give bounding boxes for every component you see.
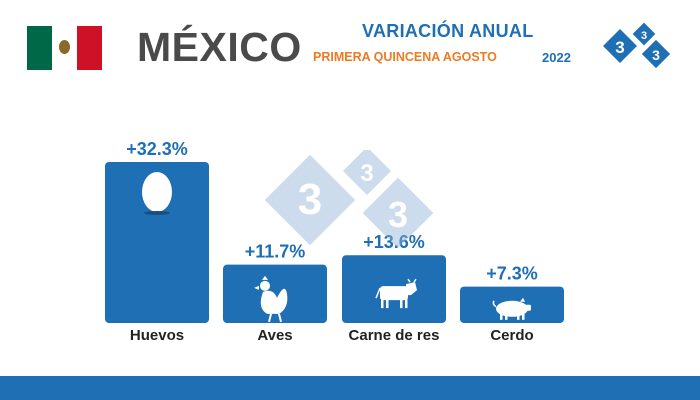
value-label: +7.3% bbox=[486, 264, 538, 284]
svg-text:3: 3 bbox=[360, 160, 373, 187]
pig-icon bbox=[492, 297, 531, 320]
value-label: +11.7% bbox=[245, 242, 306, 262]
brand-logo-icon: 3 3 3 bbox=[603, 22, 671, 69]
category-label: Carne de res bbox=[349, 327, 440, 344]
category-label: Cerdo bbox=[490, 327, 533, 344]
svg-text:3: 3 bbox=[652, 47, 660, 63]
chart-year: 2022 bbox=[542, 50, 571, 65]
watermark-logo-icon: 3 3 3 bbox=[264, 150, 434, 249]
value-label: +13.6% bbox=[363, 232, 425, 252]
footer-band bbox=[0, 376, 700, 400]
logo-diamond-right: 3 bbox=[641, 39, 671, 69]
chart-subtitle: PRIMERA QUINCENA AGOSTO bbox=[313, 50, 497, 64]
country-title: MÉXICO bbox=[137, 24, 302, 70]
category-label: Huevos bbox=[130, 327, 184, 344]
svg-text:3: 3 bbox=[298, 175, 322, 224]
chart-title: VARIACIÓN ANUAL bbox=[362, 21, 534, 41]
egg-icon bbox=[142, 172, 172, 215]
svg-text:3: 3 bbox=[641, 30, 647, 42]
category-label: Aves bbox=[257, 327, 292, 344]
svg-text:3: 3 bbox=[615, 38, 624, 57]
bar-aves bbox=[223, 264, 327, 323]
chicken-icon bbox=[254, 275, 288, 323]
flag-emblem-icon bbox=[59, 40, 70, 54]
svg-text:3: 3 bbox=[388, 194, 408, 235]
bar-huevos bbox=[105, 162, 209, 323]
cow-icon bbox=[375, 278, 417, 309]
value-label: +32.3% bbox=[126, 139, 188, 159]
mexico-flag bbox=[27, 26, 102, 70]
